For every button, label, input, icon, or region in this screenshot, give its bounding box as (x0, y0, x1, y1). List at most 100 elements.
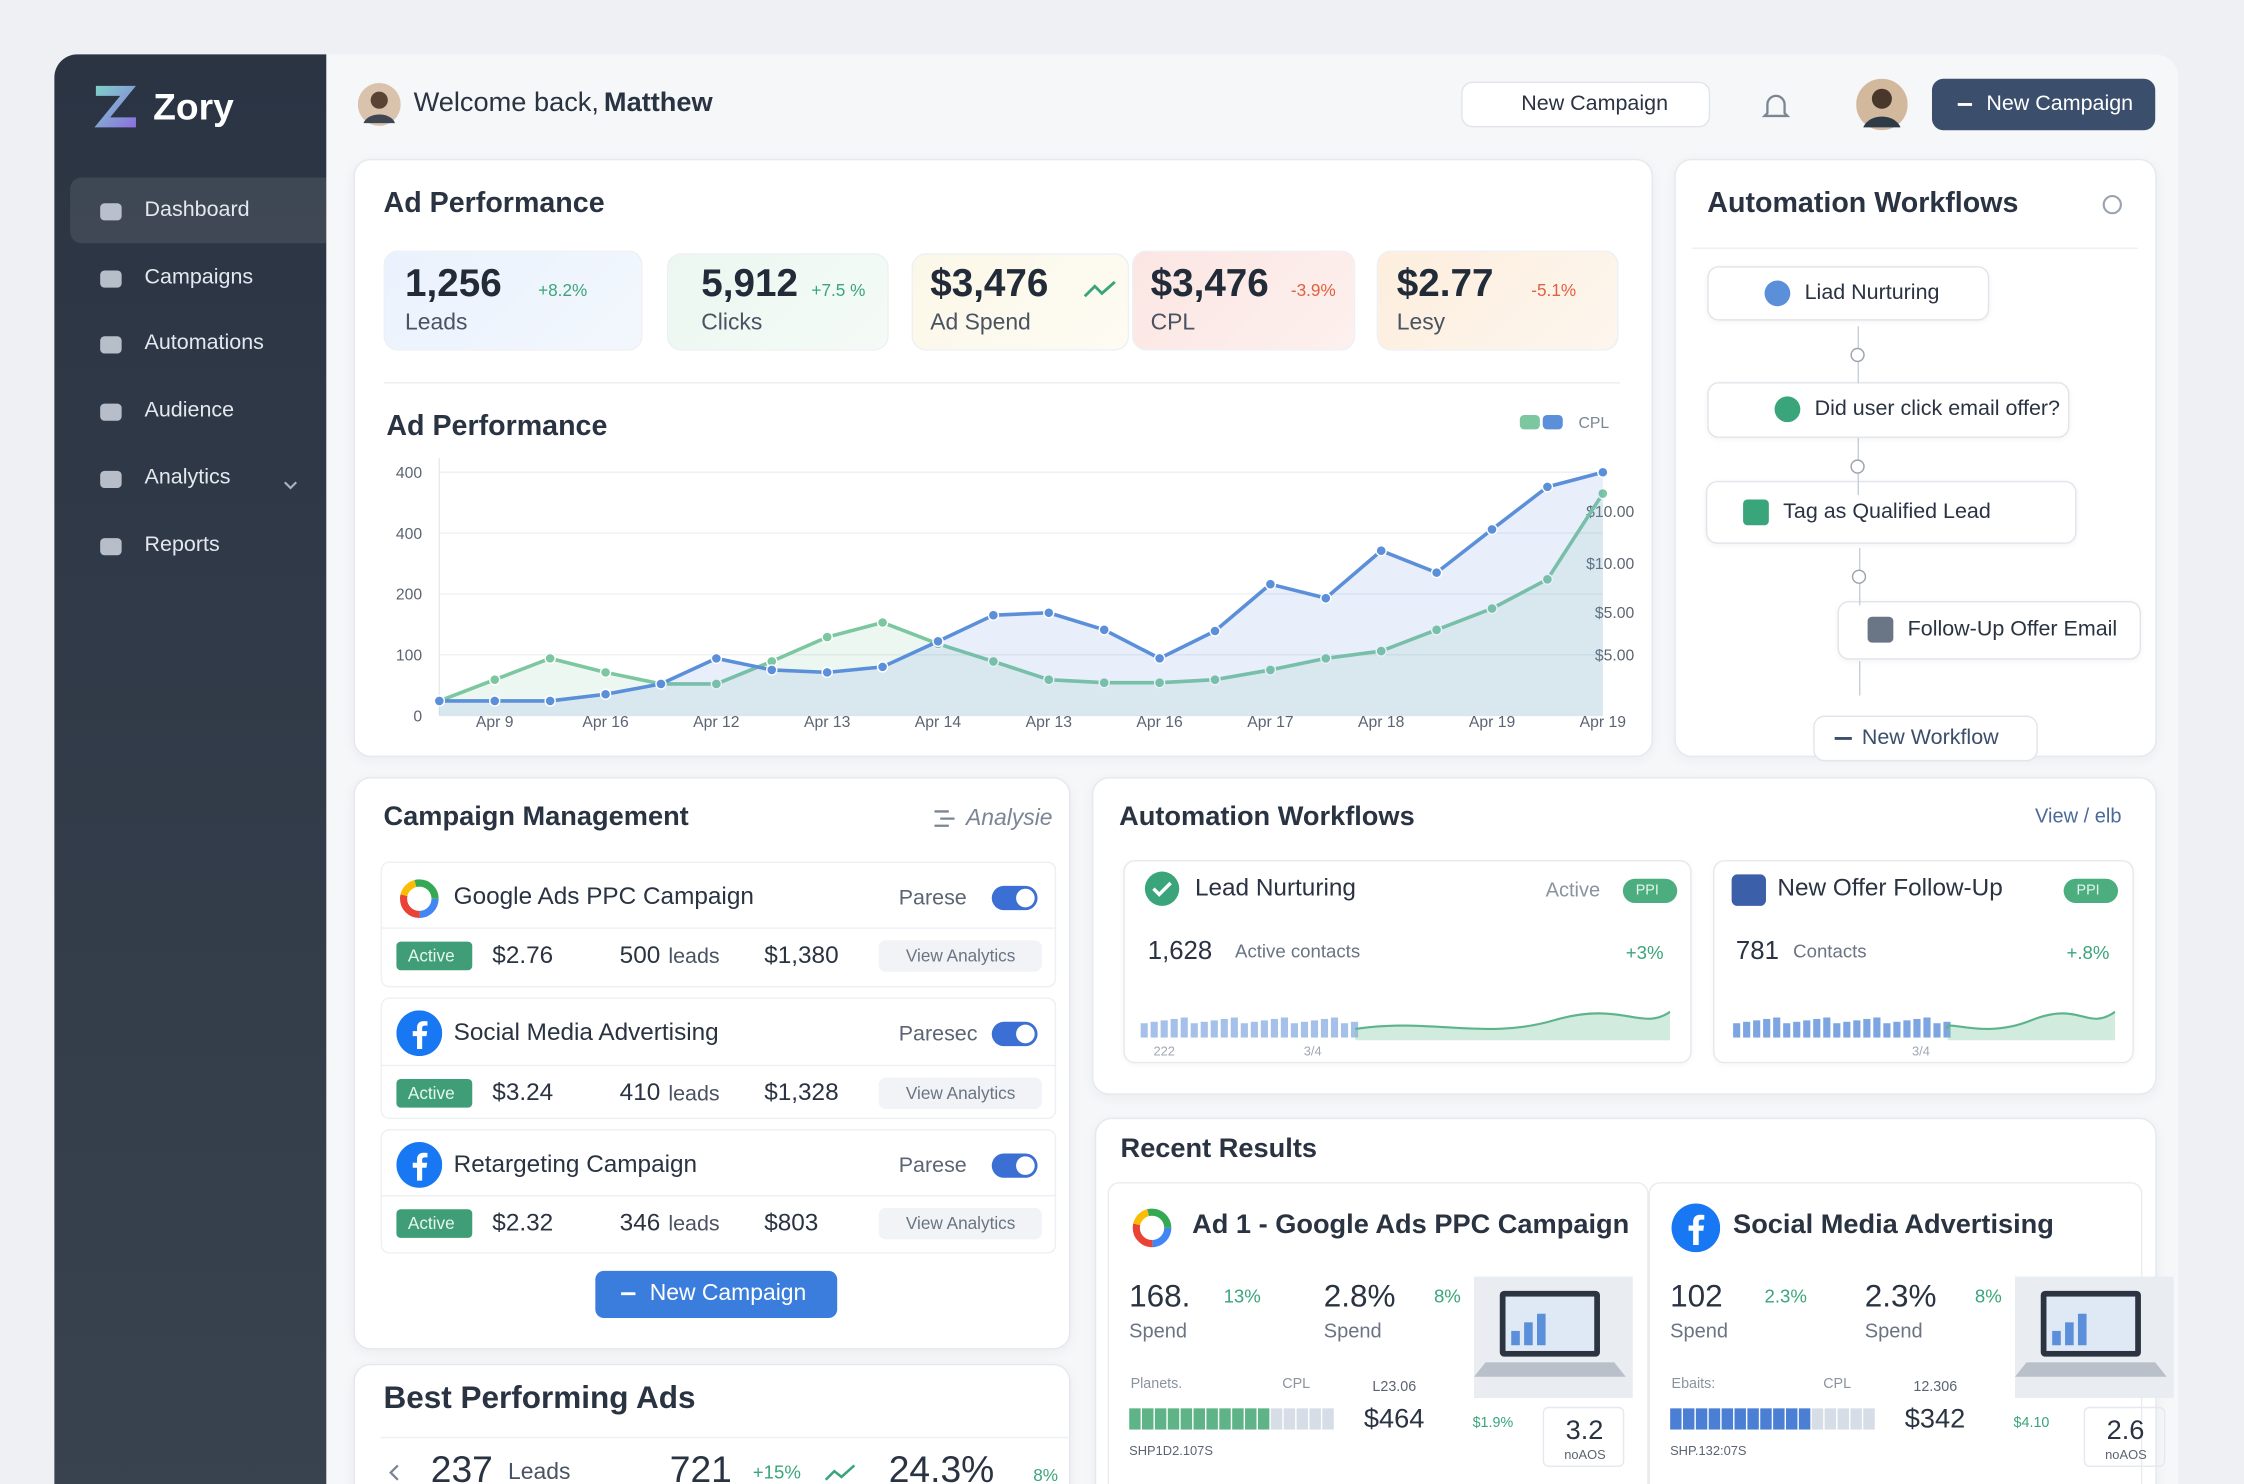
google-icon (398, 877, 441, 920)
check (1152, 881, 1172, 897)
welcome-avatar-graphic (357, 83, 401, 126)
spark-bar (1270, 1018, 1278, 1038)
result-value: $342 (1904, 1404, 1966, 1435)
spark-bar (1733, 1023, 1741, 1038)
nav-icon-graphic (100, 270, 122, 288)
spark-bar (1150, 1021, 1158, 1038)
campaign-row (380, 997, 1057, 1120)
data-point (1430, 624, 1443, 636)
data-point (433, 695, 446, 707)
view-analytics-button[interactable] (878, 1207, 1042, 1240)
status-label: Active (407, 945, 455, 966)
view-analytics-button[interactable] (878, 940, 1042, 972)
nav-label[interactable]: Automations (144, 330, 264, 355)
result-bar (1670, 1408, 1876, 1430)
best-ads-metric: 721 (669, 1447, 732, 1484)
nav-chevron-graphic (284, 481, 297, 490)
screen-bar (2077, 1313, 2087, 1346)
analyse-link[interactable]: Analysie (965, 806, 1053, 831)
facebook-icon-graphic (396, 1142, 443, 1188)
result-title: Social Media Advertising (1733, 1210, 2054, 1241)
view-analytics-label[interactable]: View Analytics (905, 1213, 1016, 1234)
keyboard (2014, 1362, 2167, 1377)
fb-f (412, 1152, 428, 1181)
kpi-value: $3,476 (930, 261, 1049, 305)
new-workflow-label[interactable]: New Workflow (1861, 725, 1999, 750)
sparkline (1733, 997, 2116, 1041)
bar-segment (1708, 1408, 1721, 1430)
data-point (1209, 673, 1221, 686)
campaign-name: Google Ads PPC Campaign (453, 882, 754, 910)
bell-graphic (1761, 94, 1791, 118)
result-stat-label: noAOS (1564, 1447, 1606, 1463)
sparkline-graphic (1140, 1010, 1671, 1041)
data-point (1486, 523, 1498, 536)
bar-segment (1837, 1408, 1849, 1430)
refresh (2102, 194, 2122, 215)
workflow-badge-label: PPI (2076, 882, 2100, 899)
spark-bar (1943, 1021, 1951, 1038)
y-tick-label: 200 (396, 587, 423, 604)
bar-segment (1798, 1408, 1811, 1430)
campaign-new-button-label[interactable]: New Campaign (649, 1281, 807, 1306)
status-badge (396, 1209, 473, 1238)
laptop-image (1474, 1276, 1633, 1399)
series-line (438, 492, 1605, 703)
result-bar-label: CPL (1282, 1376, 1311, 1393)
data-point (1597, 466, 1609, 478)
nav-label[interactable]: Campaigns (144, 264, 254, 290)
campaign-leads-unit: leads (668, 944, 720, 969)
data-point (1264, 664, 1277, 676)
campaign-new-button[interactable] (595, 1270, 838, 1319)
data-point (766, 664, 778, 676)
status-badge (396, 1079, 473, 1108)
nav-label[interactable]: Dashboard (144, 197, 250, 222)
result-metric: 168. (1129, 1277, 1191, 1314)
workflow-card (1713, 860, 2134, 1064)
result-metric: 2.3% (1864, 1277, 1937, 1314)
data-point (489, 695, 501, 707)
data-point (1320, 652, 1332, 665)
nav-label[interactable]: Audience (144, 397, 235, 423)
result-bar-graphic (1670, 1408, 1875, 1430)
bar-segment (1760, 1408, 1772, 1430)
campaign-leads: 346 (619, 1209, 661, 1237)
new-campaign-button-label[interactable]: New Campaign (1986, 91, 2134, 116)
campaign-spend: $803 (764, 1209, 819, 1237)
kpi-trend-icon-graphic (1083, 280, 1116, 298)
nav-icon-graphic (100, 538, 122, 556)
result-metric-label: Spend (1129, 1318, 1188, 1342)
chevron-left (389, 1464, 399, 1481)
view-analytics-label[interactable]: View Analytics (905, 945, 1016, 966)
campaign-select-label[interactable]: New Campaign (1521, 91, 1669, 116)
data-point (544, 652, 556, 665)
data-point (1153, 652, 1166, 665)
data-point (489, 673, 501, 686)
analyse (934, 810, 955, 827)
data-point (655, 678, 667, 690)
view-analytics-button[interactable] (878, 1077, 1042, 1110)
spark-bar (1853, 1020, 1861, 1038)
nav-label[interactable]: Reports (144, 532, 220, 557)
view-all-link[interactable]: View / elb (2035, 803, 2122, 827)
spark-bar (1793, 1021, 1801, 1038)
result-title: Ad 1 - Google Ads PPC Campaign (1192, 1210, 1630, 1241)
refresh-icon-graphic (2102, 194, 2122, 215)
data-point (710, 678, 723, 690)
user-name: Matthew (603, 88, 713, 119)
sparkline-axis-label: 222 (1153, 1044, 1175, 1059)
view-analytics-label[interactable]: View Analytics (905, 1083, 1016, 1104)
laptop-image-graphic (2014, 1276, 2174, 1399)
bar-segment (1670, 1408, 1682, 1430)
toggle-knob (1016, 888, 1035, 908)
spark-bar (1843, 1021, 1851, 1038)
fb-f (412, 1021, 428, 1049)
nav-icon-graphic (100, 203, 122, 221)
spark-bar (1803, 1020, 1811, 1038)
nav-label[interactable]: Analytics (144, 465, 231, 490)
connector-node (1850, 459, 1865, 474)
campaign-select[interactable] (1461, 81, 1711, 128)
result-bar (1129, 1408, 1335, 1430)
result-metric: 2.8% (1323, 1277, 1396, 1314)
bar-segment (1270, 1408, 1283, 1430)
